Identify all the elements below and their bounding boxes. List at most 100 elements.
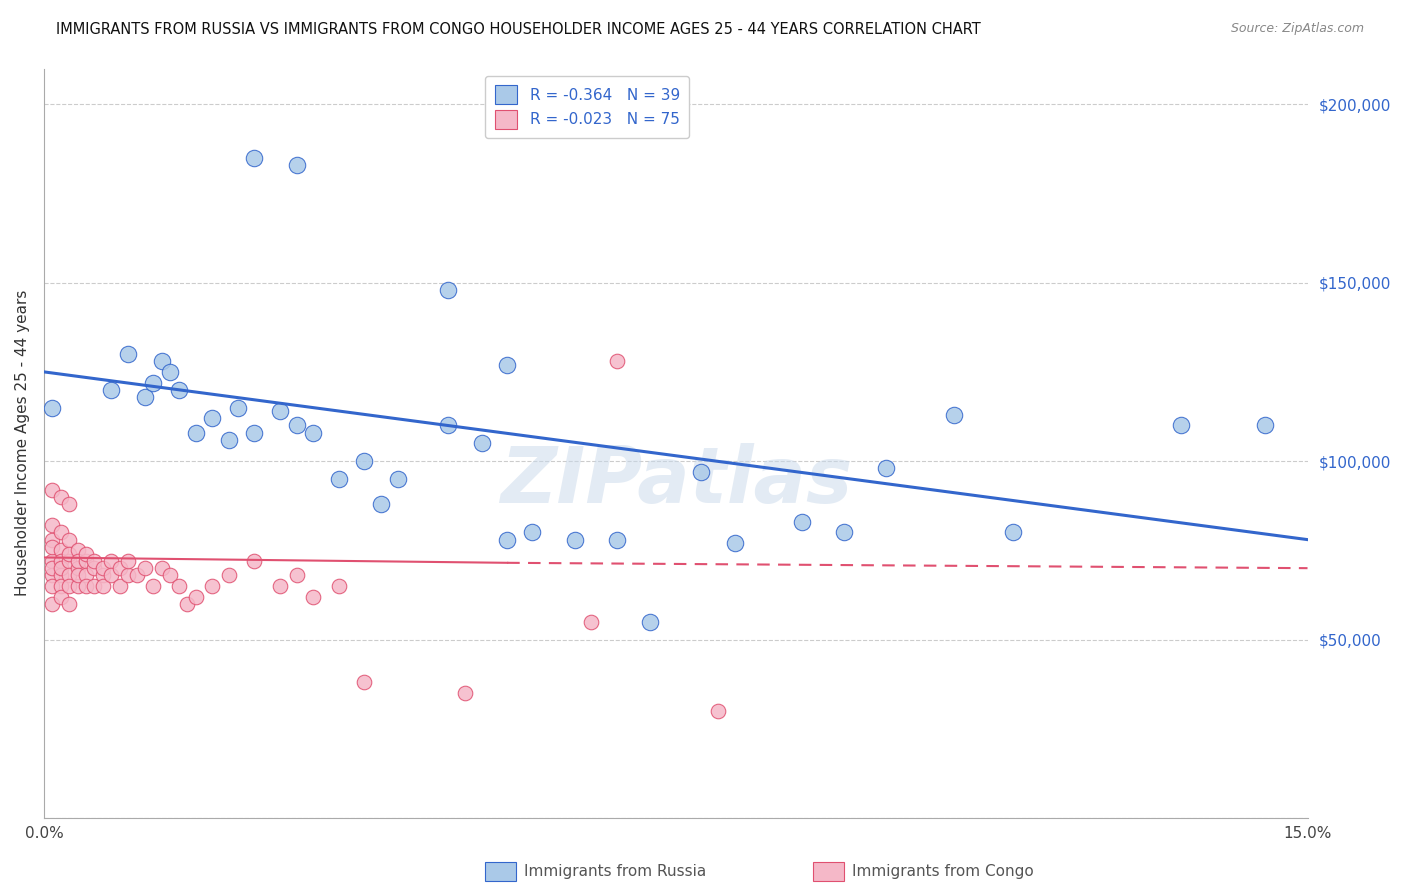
- Point: [471, 436, 494, 450]
- Point: [226, 401, 249, 415]
- Point: [49, 543, 72, 558]
- Point: [58, 579, 80, 593]
- Point: [328, 472, 350, 486]
- Point: [243, 425, 266, 440]
- Point: [707, 704, 730, 718]
- Point: [184, 590, 207, 604]
- Point: [41, 579, 63, 593]
- Point: [581, 615, 603, 629]
- Point: [454, 686, 477, 700]
- Point: [167, 579, 190, 593]
- Point: [41, 533, 63, 547]
- Point: [66, 568, 89, 582]
- Point: [41, 568, 63, 582]
- Point: [243, 554, 266, 568]
- Point: [1254, 418, 1277, 433]
- Point: [117, 554, 139, 568]
- Point: [75, 579, 97, 593]
- Point: [83, 579, 105, 593]
- Point: [142, 579, 165, 593]
- Point: [875, 461, 897, 475]
- Point: [150, 561, 173, 575]
- Point: [243, 151, 266, 165]
- Point: [91, 561, 114, 575]
- Point: [49, 561, 72, 575]
- Point: [640, 615, 662, 629]
- Text: ZIPatlas: ZIPatlas: [499, 442, 852, 519]
- Point: [41, 540, 63, 554]
- Point: [41, 597, 63, 611]
- Point: [66, 561, 89, 575]
- Point: [285, 158, 308, 172]
- Point: [370, 497, 392, 511]
- Point: [167, 383, 190, 397]
- Point: [218, 433, 240, 447]
- Point: [285, 418, 308, 433]
- Point: [41, 518, 63, 533]
- Point: [302, 590, 325, 604]
- Point: [108, 579, 131, 593]
- Point: [201, 579, 224, 593]
- Point: [58, 554, 80, 568]
- Point: [83, 561, 105, 575]
- Point: [100, 383, 122, 397]
- Point: [832, 525, 855, 540]
- Point: [942, 408, 965, 422]
- Point: [184, 425, 207, 440]
- Point: [606, 354, 628, 368]
- Point: [302, 425, 325, 440]
- Point: [83, 554, 105, 568]
- Point: [75, 547, 97, 561]
- Point: [58, 597, 80, 611]
- Point: [790, 515, 813, 529]
- Point: [1001, 525, 1024, 540]
- Point: [176, 597, 198, 611]
- Point: [690, 465, 713, 479]
- Point: [159, 568, 181, 582]
- Point: [58, 568, 80, 582]
- Point: [134, 561, 156, 575]
- Point: [66, 554, 89, 568]
- Point: [75, 554, 97, 568]
- Text: Source: ZipAtlas.com: Source: ZipAtlas.com: [1230, 22, 1364, 36]
- Text: Immigrants from Congo: Immigrants from Congo: [852, 864, 1033, 879]
- Point: [117, 347, 139, 361]
- Point: [49, 525, 72, 540]
- Point: [353, 454, 375, 468]
- Point: [41, 554, 63, 568]
- Point: [49, 568, 72, 582]
- Point: [41, 401, 63, 415]
- Text: IMMIGRANTS FROM RUSSIA VS IMMIGRANTS FROM CONGO HOUSEHOLDER INCOME AGES 25 - 44 : IMMIGRANTS FROM RUSSIA VS IMMIGRANTS FRO…: [56, 22, 981, 37]
- Point: [201, 411, 224, 425]
- Point: [387, 472, 409, 486]
- Point: [49, 490, 72, 504]
- Point: [58, 533, 80, 547]
- Point: [142, 376, 165, 390]
- Point: [285, 568, 308, 582]
- Point: [522, 525, 544, 540]
- Point: [75, 568, 97, 582]
- Point: [49, 554, 72, 568]
- Point: [353, 675, 375, 690]
- Point: [437, 418, 460, 433]
- Point: [58, 497, 80, 511]
- Point: [564, 533, 586, 547]
- Point: [49, 579, 72, 593]
- Point: [100, 554, 122, 568]
- Point: [1170, 418, 1192, 433]
- Point: [496, 358, 519, 372]
- Point: [41, 483, 63, 497]
- Text: Immigrants from Russia: Immigrants from Russia: [524, 864, 707, 879]
- Point: [724, 536, 747, 550]
- Point: [91, 568, 114, 582]
- Point: [218, 568, 240, 582]
- Point: [269, 579, 291, 593]
- Y-axis label: Householder Income Ages 25 - 44 years: Householder Income Ages 25 - 44 years: [15, 290, 30, 597]
- Point: [328, 579, 350, 593]
- Point: [134, 390, 156, 404]
- Point: [496, 533, 519, 547]
- Point: [100, 568, 122, 582]
- Point: [159, 365, 181, 379]
- Point: [66, 543, 89, 558]
- Point: [41, 561, 63, 575]
